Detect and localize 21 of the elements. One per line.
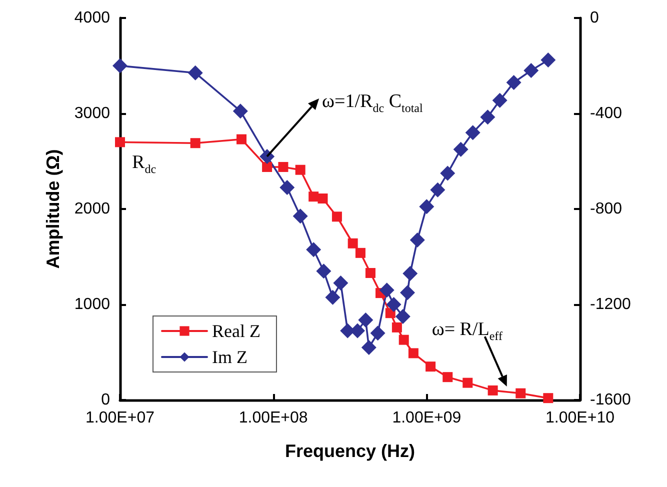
y2-tick-label: 0 <box>590 10 599 26</box>
x-tick-label: 1.00E+10 <box>546 410 615 426</box>
annotation: ω= R/L$_{eff}$ <box>432 318 502 344</box>
y-tick-label: 4000 <box>74 10 110 26</box>
y2-tick-label: -1600 <box>590 392 632 408</box>
annotation: R$_{dc}$ <box>132 152 156 177</box>
x-tick-label: 1.00E+09 <box>392 410 462 426</box>
x-tick-label: 1.00E+08 <box>238 410 308 426</box>
x-tick-label: 1.00E+07 <box>86 410 155 426</box>
legend-label: Real Z <box>212 321 260 341</box>
y2-tick-label: -400 <box>590 105 622 122</box>
y-tick-label: 0 <box>101 392 110 408</box>
y-tick-label: 2000 <box>74 200 110 218</box>
y2-tick-label: -1200 <box>590 296 632 313</box>
legend-label: Im Z <box>212 347 248 367</box>
y-axis-title: Amplitude (Ω) <box>43 149 63 269</box>
x-axis-title: Frequency (Hz) <box>284 441 416 461</box>
annotation: ω=1/R$_{dc}$ C$_{total}$ <box>322 91 423 116</box>
y2-tick-label: -800 <box>590 200 622 218</box>
y-tick-label: 3000 <box>74 105 110 122</box>
y-tick-label: 1000 <box>74 296 110 313</box>
